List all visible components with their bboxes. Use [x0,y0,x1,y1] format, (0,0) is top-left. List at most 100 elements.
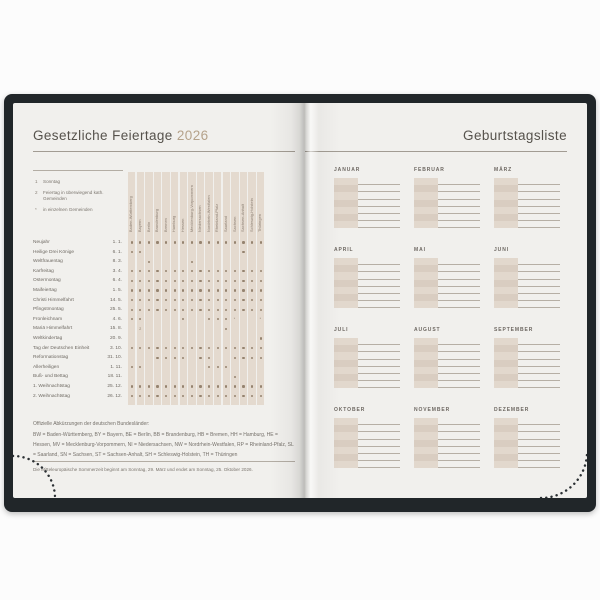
note-rule [33,461,295,462]
date-cell [494,178,518,186]
holiday-mark [130,241,133,244]
holiday-mark [139,395,142,398]
write-in-line [518,360,560,367]
write-in-line [438,381,480,389]
date-cell [334,199,358,207]
holiday-date: 20. 9. [109,336,122,341]
write-in-line [518,214,560,222]
holiday-mark [233,299,236,302]
holiday-mark [165,289,168,292]
date-cell [414,425,438,433]
holiday-date: 14. 5. [109,297,122,303]
holiday-mark [208,299,211,302]
date-cell [414,381,438,389]
legend-item: 2 Feiertag in überwiegend kath. Gemeinden [35,190,123,203]
date-cell [494,272,518,280]
abbreviations-title: Offizielle Abkürzungen der deutschen Bun… [33,421,150,427]
holiday-name: Fronleichnam [33,316,63,322]
birthday-row [414,432,480,440]
write-in-line [518,178,560,186]
holiday-mark [165,347,168,350]
holiday-date: 18. 11. [107,374,122,380]
holiday-mark [190,299,193,302]
write-in-line [518,192,560,200]
holiday-date: 25. 5. [109,307,122,313]
holiday-date: 15. 8. [109,326,122,332]
birthday-row [334,213,400,222]
holiday-mark [199,299,202,302]
holiday-mark [259,395,262,398]
birthday-row [494,206,560,214]
date-cell [414,453,438,462]
date-cell [334,425,358,433]
holiday-name: 2. Weihnachtstag [33,393,70,399]
holiday-mark [173,279,176,282]
state-column [136,172,144,405]
month-block: MAI [414,247,480,309]
holiday-mark [139,366,142,369]
birthday-row [334,199,400,207]
holiday-mark [165,308,168,311]
month-lines [334,418,400,469]
month-label: FEBRUAR [414,167,445,173]
date-cell [334,192,358,200]
date-cell [334,293,358,302]
holiday-mark [208,366,211,369]
date-cell [334,461,358,469]
state-column [222,172,230,405]
holiday-mark [233,385,236,388]
holiday-mark [190,395,193,398]
month-label: NOVEMBER [414,407,451,413]
write-in-line [438,338,480,346]
write-in-line [358,185,400,193]
holiday-mark [190,289,193,292]
holiday-mark [225,318,228,321]
write-in-line [518,272,560,280]
date-cell [334,213,358,222]
holiday-mark [147,270,150,273]
holiday-mark [259,270,262,273]
date-cell [334,381,358,389]
holiday-mark [233,289,236,292]
month-label: JANUAR [334,167,361,173]
holiday-date: 3. 4. [112,268,122,274]
holiday-name: Pfingstmontag [33,307,64,313]
holiday-mark [156,308,159,311]
birthday-row [334,446,400,454]
birthday-row [414,258,480,266]
write-in-line [518,418,560,426]
state-column [179,172,187,405]
state-column [239,172,248,405]
holiday-mark [208,279,211,282]
date-cell [334,221,358,229]
date-cell [334,446,358,454]
date-cell [414,301,438,309]
month-lines [334,178,400,229]
holiday-mark [190,279,193,282]
holiday-name: Karfreitag [33,268,54,274]
holiday-mark [147,260,150,263]
date-cell [494,286,518,294]
holiday-mark [208,347,211,350]
birthday-row [414,286,480,294]
state-label: Hamburg [172,215,177,232]
birthday-row [414,366,480,374]
state-column [205,172,213,405]
date-cell [494,265,518,273]
month-block: NOVEMBER [414,407,480,469]
holiday-mark [139,308,142,311]
date-cell [494,279,518,287]
birthday-row [494,359,560,367]
birthday-row [334,338,400,346]
holiday-date: 31. 10. [107,355,122,361]
birthday-row [414,453,480,462]
write-in-line [438,432,480,440]
birthday-row [334,381,400,389]
holiday-mark [259,347,262,350]
birthday-row [414,425,480,433]
holiday-mark [216,308,219,311]
holiday-mark [147,241,150,244]
month-lines [334,258,400,309]
birthday-row [334,418,400,426]
date-cell [494,366,518,374]
